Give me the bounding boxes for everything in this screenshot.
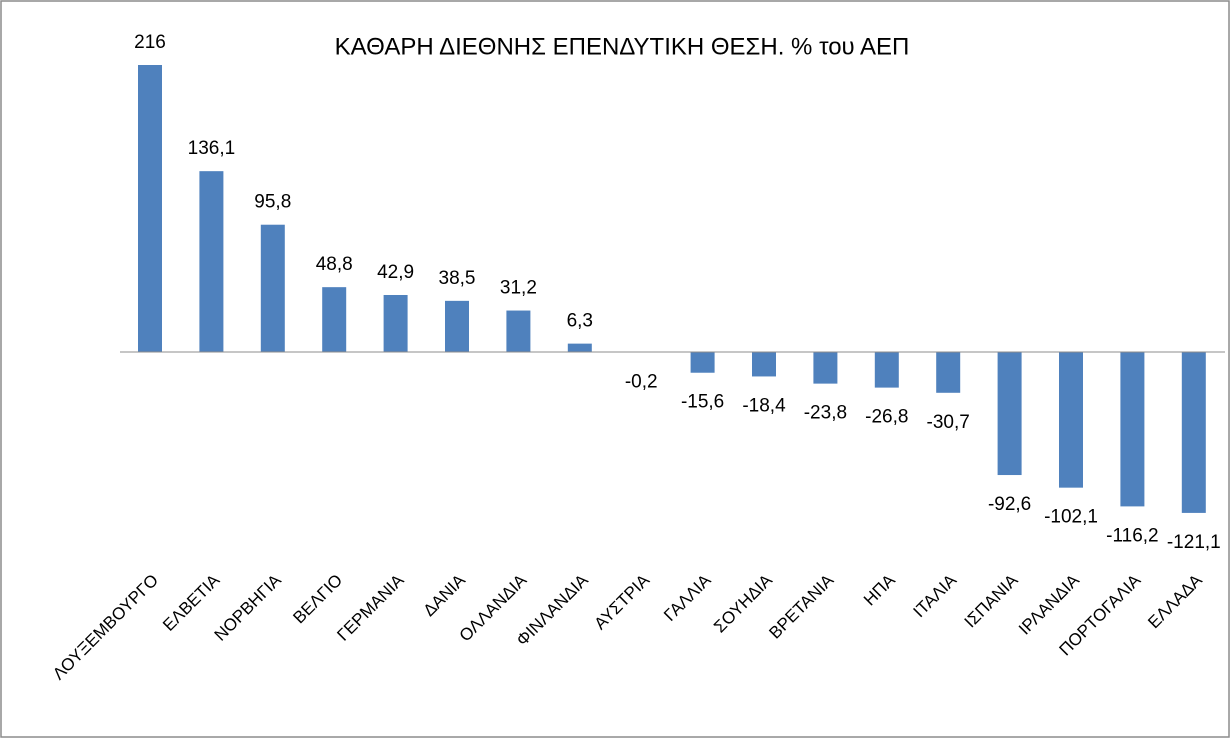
value-label: 31,2 — [500, 278, 537, 299]
bar — [1120, 352, 1145, 507]
value-label: -18,4 — [742, 395, 786, 416]
value-label: 6,3 — [567, 311, 593, 332]
value-label: -30,7 — [927, 412, 970, 433]
value-label: -23,8 — [804, 403, 847, 424]
value-label: -26,8 — [865, 407, 908, 428]
value-label: 48,8 — [316, 254, 353, 275]
bar — [1059, 352, 1083, 488]
bar — [752, 352, 776, 377]
value-label: -121,1 — [1167, 532, 1221, 553]
bar — [138, 65, 162, 352]
value-label: 216 — [134, 32, 166, 53]
value-label: -116,2 — [1106, 525, 1158, 546]
value-label: -102,1 — [1044, 507, 1098, 528]
bar — [874, 352, 899, 388]
bar — [1181, 352, 1206, 513]
value-label: 38,5 — [439, 268, 476, 289]
bar — [322, 287, 347, 352]
bar — [936, 352, 961, 393]
chart-title: ΚΑΘΑΡΗ ΔΙΕΘΝΗΣ ΕΠΕΝΔΥΤΙΚΗ ΘΕΣΗ. % του ΑΕ… — [335, 33, 910, 60]
value-label: 136,1 — [188, 138, 236, 159]
value-label: -92,6 — [988, 494, 1031, 515]
bar — [445, 300, 469, 352]
value-label: 95,8 — [254, 192, 291, 213]
value-label: -15,6 — [681, 392, 724, 413]
bar — [260, 224, 285, 352]
bar — [383, 294, 408, 352]
bar — [690, 352, 715, 373]
bar — [997, 352, 1022, 476]
value-label: -0,2 — [625, 371, 658, 392]
bar — [506, 310, 531, 352]
bar — [199, 171, 224, 352]
bar — [567, 343, 592, 352]
bar — [813, 352, 838, 384]
value-label: 42,9 — [377, 262, 414, 283]
